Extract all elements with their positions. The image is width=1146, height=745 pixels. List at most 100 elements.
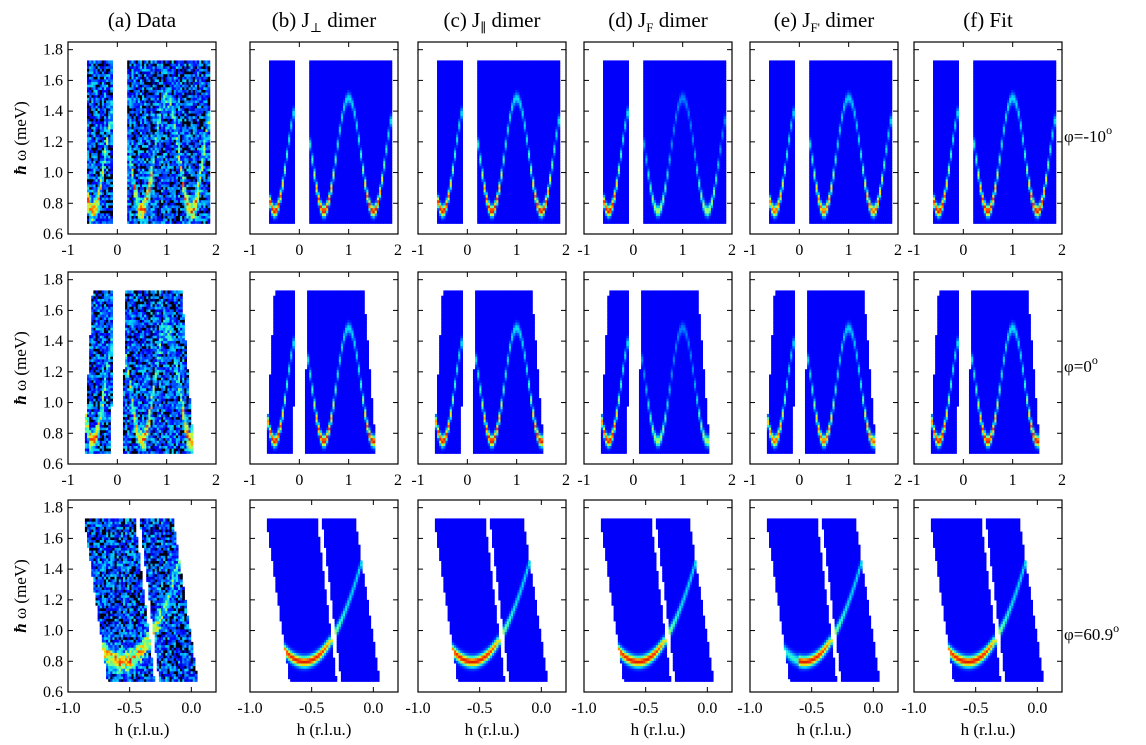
x-tick-label: 0 bbox=[795, 242, 803, 259]
x-tick-label: 0 bbox=[629, 242, 637, 259]
panel-r2-c1: -1 0 1 20.60.81.01.21.41.61.8ħ ω (meV) bbox=[11, 272, 220, 489]
x-tick-label: -0.5 bbox=[633, 700, 658, 717]
panel-r2-c2: -1 0 1 2 bbox=[243, 272, 402, 489]
panel-r1-c1: -1 0 1 20.60.81.01.21.41.61.8ħ ω (meV) bbox=[11, 42, 220, 259]
x-tick-label: 2 bbox=[1058, 242, 1066, 259]
x-axis-label: h (r.l.u.) bbox=[961, 720, 1016, 739]
x-tick-label: 0.0 bbox=[363, 700, 383, 717]
y-tick-label: 1.2 bbox=[43, 592, 63, 609]
x-tick-label: -1 bbox=[907, 472, 920, 489]
panel-r2-c5: -1 0 1 2 bbox=[743, 272, 902, 489]
x-tick-label: -1 bbox=[743, 472, 756, 489]
x-tick-label: 0.0 bbox=[863, 700, 883, 717]
y-tick-label: 1.2 bbox=[43, 134, 63, 151]
x-tick-label: 1 bbox=[845, 472, 853, 489]
x-tick-label: 2 bbox=[894, 242, 902, 259]
column-title: (d) JF dimer bbox=[608, 8, 707, 35]
y-axis-label: ħ ω (meV) bbox=[11, 559, 30, 633]
x-tick-label: 0 bbox=[463, 472, 471, 489]
x-tick-label: 2 bbox=[728, 242, 736, 259]
panel-r1-c5: -1 0 1 2 bbox=[743, 42, 902, 259]
x-axis-label: h (r.l.u.) bbox=[797, 720, 852, 739]
x-tick-label: 2 bbox=[562, 472, 570, 489]
x-axis-label: h (r.l.u.) bbox=[465, 720, 520, 739]
y-tick-label: 1.8 bbox=[43, 272, 63, 289]
panel-r1-c4: -1 0 1 2 bbox=[577, 42, 736, 259]
x-tick-label: -1 bbox=[243, 242, 256, 259]
x-tick-label: 0 bbox=[295, 242, 303, 259]
panel-r1-c2: -1 0 1 2 bbox=[243, 42, 402, 259]
x-tick-label: 1 bbox=[345, 242, 353, 259]
x-tick-label: 1 bbox=[513, 242, 521, 259]
x-tick-label: 1 bbox=[513, 472, 521, 489]
x-tick-label: 2 bbox=[212, 472, 220, 489]
y-tick-label: 0.6 bbox=[43, 456, 63, 473]
panel-r1-c6: -1 0 1 2 bbox=[907, 42, 1066, 259]
x-tick-label: 0 bbox=[959, 242, 967, 259]
x-tick-label: 0 bbox=[295, 472, 303, 489]
y-tick-label: 1.2 bbox=[43, 364, 63, 381]
y-tick-label: 0.6 bbox=[43, 226, 63, 243]
x-axis-label: h (r.l.u.) bbox=[115, 720, 170, 739]
x-tick-label: -0.5 bbox=[299, 700, 324, 717]
panel-r2-c4: -1 0 1 2 bbox=[577, 272, 736, 489]
panel-r3-c2: -1.0 -0.5 0.0 h (r.l.u.) bbox=[237, 500, 398, 739]
x-tick-label: -0.5 bbox=[467, 700, 492, 717]
x-tick-label: -1 bbox=[243, 472, 256, 489]
y-tick-label: 1.8 bbox=[43, 500, 63, 517]
y-tick-label: 1.0 bbox=[43, 395, 63, 412]
x-tick-label: 1 bbox=[163, 242, 171, 259]
x-axis-label: h (r.l.u.) bbox=[297, 720, 352, 739]
x-tick-label: 1 bbox=[845, 242, 853, 259]
x-tick-label: -0.5 bbox=[799, 700, 824, 717]
x-tick-label: -1.0 bbox=[571, 700, 596, 717]
x-tick-label: 0 bbox=[795, 472, 803, 489]
x-tick-label: -1 bbox=[743, 242, 756, 259]
y-tick-label: 0.8 bbox=[43, 653, 63, 670]
x-tick-label: 0.0 bbox=[1027, 700, 1047, 717]
row-label: φ=0o bbox=[1064, 353, 1098, 376]
x-tick-label: 2 bbox=[394, 242, 402, 259]
y-tick-label: 1.6 bbox=[43, 302, 63, 319]
y-axis-label: ħ ω (meV) bbox=[11, 331, 30, 405]
y-tick-label: 1.4 bbox=[43, 103, 63, 120]
x-tick-label: -1 bbox=[577, 472, 590, 489]
y-tick-label: 1.0 bbox=[43, 623, 63, 640]
x-tick-label: -0.5 bbox=[117, 700, 142, 717]
x-tick-label: 2 bbox=[894, 472, 902, 489]
y-tick-label: 1.4 bbox=[43, 561, 63, 578]
x-tick-label: -1 bbox=[411, 242, 424, 259]
x-tick-label: -1 bbox=[61, 472, 74, 489]
x-tick-label: -1 bbox=[577, 242, 590, 259]
x-tick-label: 0.0 bbox=[531, 700, 551, 717]
x-tick-label: -1 bbox=[61, 242, 74, 259]
y-tick-label: 1.6 bbox=[43, 530, 63, 547]
x-tick-label: -1.0 bbox=[237, 700, 262, 717]
x-tick-label: -1 bbox=[411, 472, 424, 489]
panel-r1-c3: -1 0 1 2 bbox=[411, 42, 570, 259]
panel-r2-c6: -1 0 1 2 bbox=[907, 272, 1066, 489]
x-tick-label: -1 bbox=[907, 242, 920, 259]
x-tick-label: 2 bbox=[1058, 472, 1066, 489]
x-tick-label: 1 bbox=[163, 472, 171, 489]
x-tick-label: 0.0 bbox=[697, 700, 717, 717]
column-title: (c) J∥ dimer bbox=[444, 8, 541, 35]
row-label: φ=-10o bbox=[1064, 123, 1112, 146]
x-tick-label: 1 bbox=[345, 472, 353, 489]
x-tick-label: -1.0 bbox=[55, 700, 80, 717]
column-title: (e) JF' dimer bbox=[774, 8, 875, 35]
x-tick-label: 2 bbox=[562, 242, 570, 259]
panel-r2-c3: -1 0 1 2 bbox=[411, 272, 570, 489]
x-tick-label: 0 bbox=[463, 242, 471, 259]
y-tick-label: 1.0 bbox=[43, 165, 63, 182]
x-tick-label: 1 bbox=[679, 242, 687, 259]
y-tick-label: 1.8 bbox=[43, 42, 63, 59]
row-label: φ=60.9o bbox=[1064, 621, 1119, 644]
x-tick-label: 2 bbox=[728, 472, 736, 489]
y-tick-label: 1.4 bbox=[43, 333, 63, 350]
x-tick-label: 0 bbox=[629, 472, 637, 489]
panel-r3-c1: -1.0 -0.5 0.0h (r.l.u.)0.60.81.01.21.41.61… bbox=[11, 500, 216, 739]
x-axis-label: h (r.l.u.) bbox=[631, 720, 686, 739]
panel-r3-c5: -1.0 -0.5 0.0h (r.l.u.) bbox=[737, 500, 898, 739]
